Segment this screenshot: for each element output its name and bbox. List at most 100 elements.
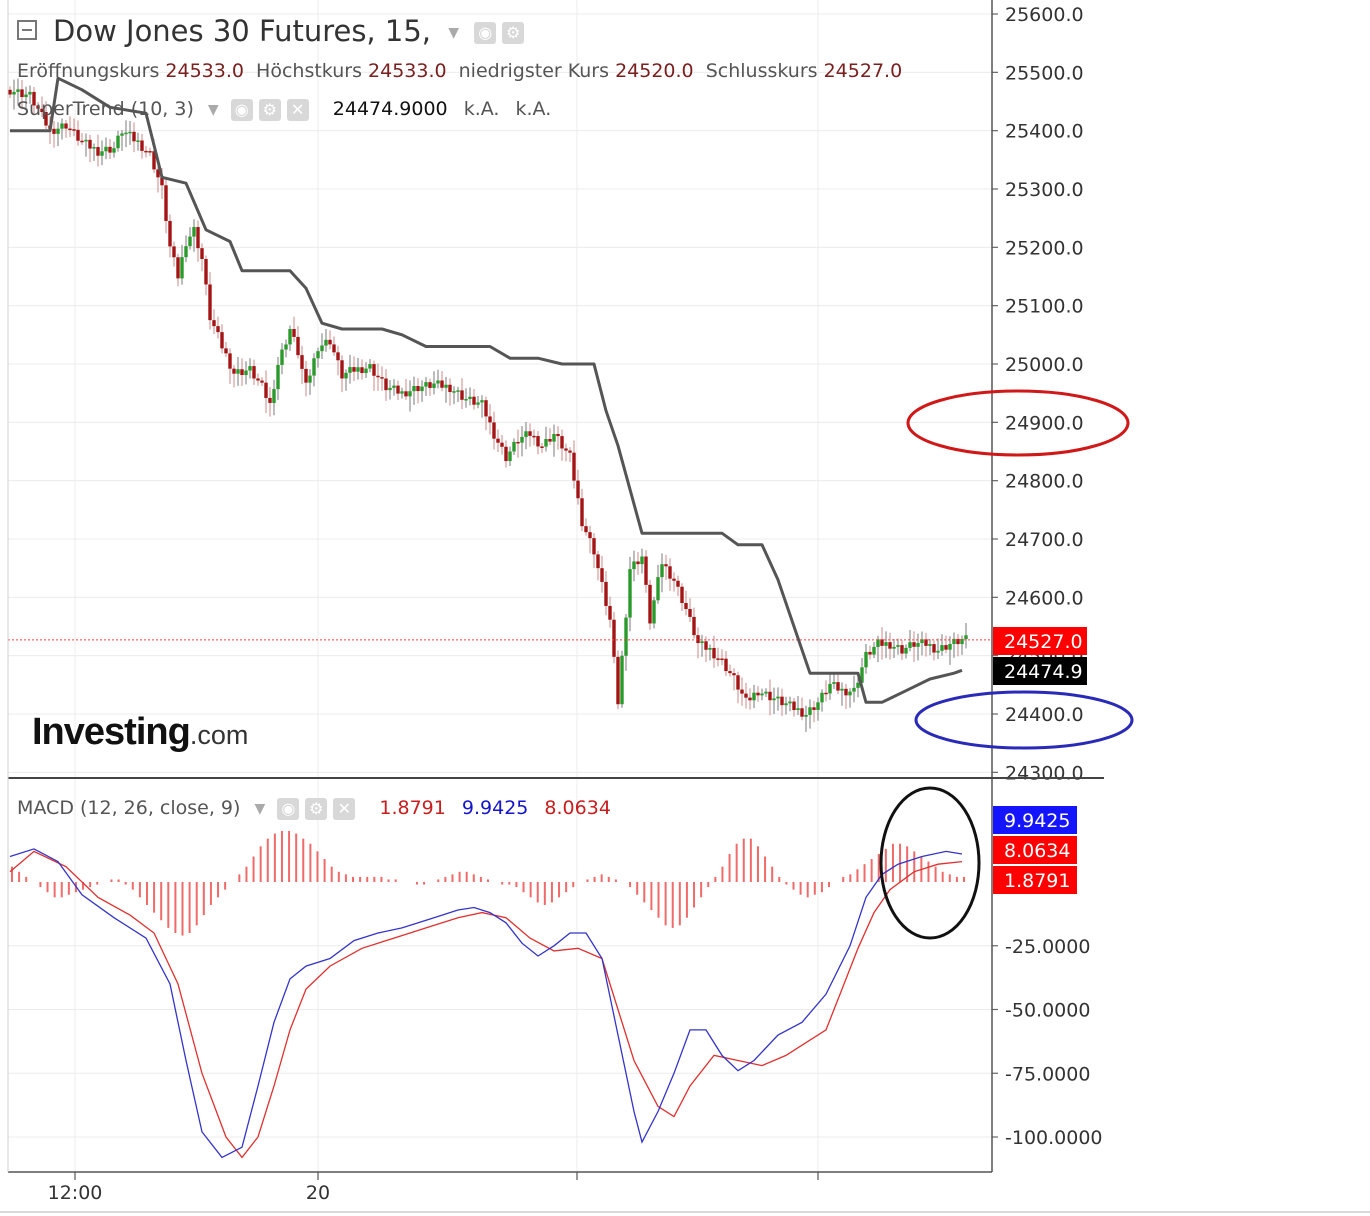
candle-body <box>796 708 800 711</box>
candle-body <box>364 368 368 374</box>
candle-body <box>32 91 36 106</box>
candle-body <box>96 147 100 156</box>
candle-body <box>376 375 380 378</box>
candle-body <box>660 564 664 578</box>
candle-body <box>324 339 328 346</box>
eye-icon[interactable]: ◉ <box>277 797 300 820</box>
candle-body <box>656 577 660 601</box>
candle-body <box>92 147 96 149</box>
candle-body <box>372 364 376 376</box>
candle-body <box>728 671 732 674</box>
candle-body <box>308 375 312 383</box>
candle-body <box>716 658 720 660</box>
candle-body <box>648 584 652 624</box>
chevron-down-icon[interactable]: ▼ <box>254 800 266 817</box>
candle-body <box>880 639 884 646</box>
chevron-down-icon[interactable]: ▼ <box>207 101 219 118</box>
candle-body <box>488 416 492 423</box>
chevron-down-icon[interactable]: ▼ <box>448 25 459 41</box>
candle-body <box>120 133 124 136</box>
eye-icon[interactable]: ◉ <box>474 22 497 44</box>
candle-body <box>592 538 596 555</box>
candle-body <box>216 326 220 333</box>
logo-suffix: .com <box>189 720 249 750</box>
supertrend-price-label-bg <box>993 657 1087 685</box>
candle-body <box>52 128 56 134</box>
candle-body <box>600 568 604 582</box>
candle-body <box>296 336 300 356</box>
candle-body <box>732 673 736 676</box>
candle-body <box>748 697 752 701</box>
candle-body <box>760 693 764 696</box>
candle-body <box>144 150 148 153</box>
grid <box>8 0 992 1172</box>
eye-icon[interactable]: ◉ <box>230 98 253 121</box>
candle-body <box>496 438 500 443</box>
candle-body <box>636 561 640 565</box>
candle-body <box>912 642 916 647</box>
candle-body <box>848 691 852 696</box>
macd-value-label: 9.9425 <box>1004 810 1070 832</box>
candle-body <box>512 441 516 452</box>
candle-body <box>136 140 140 142</box>
macd-legend: MACD (12, 26, close, 9) ▼ ◉ ⚙ ✕ 1.8791 9.9… <box>17 797 611 820</box>
gear-icon[interactable]: ⚙ <box>258 98 281 121</box>
candle-body <box>156 169 160 178</box>
price-tick-label: 25400.0 <box>1005 121 1084 143</box>
candle-body <box>344 372 348 379</box>
candle-body <box>256 378 260 381</box>
candle-body <box>724 658 728 672</box>
candle-body <box>608 605 612 620</box>
close-label: Schlusskurs <box>705 60 818 82</box>
last-price-label-bg <box>993 627 1087 655</box>
candle-body <box>696 635 700 644</box>
close-icon[interactable]: ✕ <box>333 797 356 820</box>
price-tick-label: 24300.0 <box>1005 762 1084 784</box>
macd-tick-label: -50.0000 <box>1005 1000 1090 1022</box>
candle-body <box>360 367 364 374</box>
candle-body <box>628 569 632 618</box>
price-tick-label: 24900.0 <box>1005 412 1084 434</box>
candle-body <box>408 391 412 397</box>
candle-body <box>556 434 560 437</box>
candle-body <box>500 442 504 447</box>
candle-body <box>956 638 960 645</box>
candle-body <box>84 139 88 142</box>
close-icon[interactable]: ✕ <box>286 98 309 121</box>
candle-body <box>152 151 156 170</box>
candle-body <box>484 400 488 417</box>
candle-body <box>564 448 568 451</box>
collapse-toggle[interactable] <box>17 20 37 40</box>
candle-body <box>428 382 432 388</box>
candle-body <box>544 438 548 447</box>
candle-body <box>832 682 836 684</box>
candle-body <box>228 353 232 369</box>
candle-body <box>552 434 556 442</box>
candle-body <box>612 619 616 657</box>
candle-body <box>380 377 384 379</box>
gear-icon[interactable]: ⚙ <box>502 22 525 44</box>
candle-body <box>340 360 344 379</box>
candle-body <box>896 645 900 647</box>
candle-body <box>384 378 388 391</box>
candle-body <box>320 345 324 352</box>
candle-body <box>468 396 472 399</box>
candle-body <box>100 151 104 156</box>
candle-body <box>464 399 468 401</box>
candle-body <box>652 600 656 624</box>
candle-body <box>872 646 876 655</box>
candle-body <box>596 554 600 569</box>
supertrend-price-label: 24474.9 <box>1004 661 1083 683</box>
candle-body <box>280 349 284 365</box>
candle-body <box>20 89 24 98</box>
time-tick-label: 12:00 <box>48 1182 103 1204</box>
ohlc-legend: Eröffnungskurs 24533.0 Höchstkurs 24533.… <box>17 60 908 82</box>
gear-icon[interactable]: ⚙ <box>305 797 328 820</box>
candle-body <box>704 641 708 650</box>
candle-body <box>908 642 912 648</box>
candle-body <box>476 402 480 405</box>
candle-body <box>928 644 932 646</box>
candle-body <box>824 692 828 695</box>
candle-body <box>432 383 436 388</box>
candle-body <box>820 692 824 703</box>
